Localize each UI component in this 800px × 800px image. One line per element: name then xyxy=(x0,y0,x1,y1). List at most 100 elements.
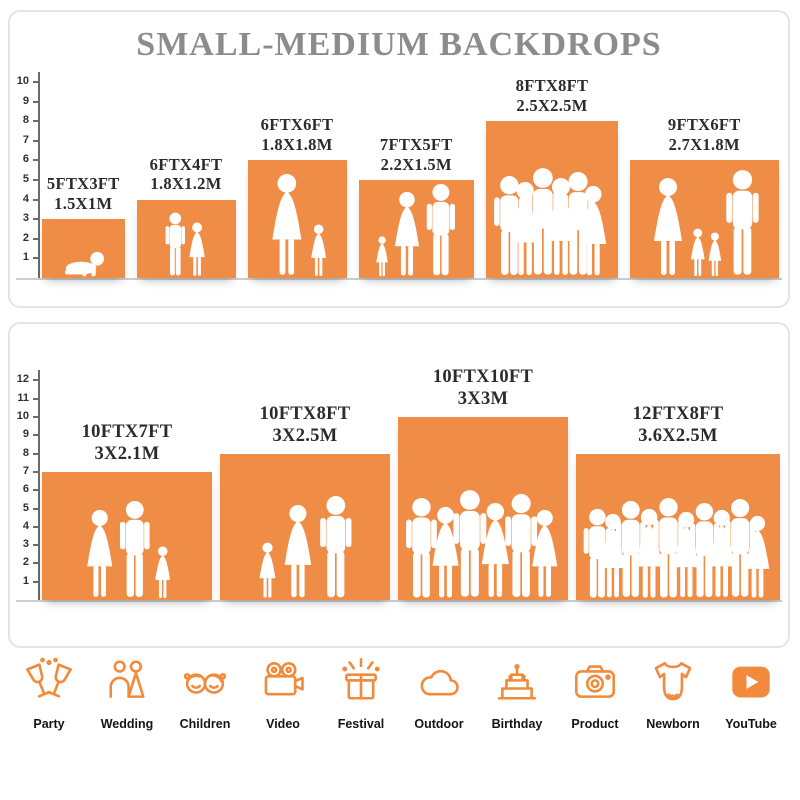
youtube-icon xyxy=(732,666,770,698)
ruler-tick-label: 5 xyxy=(22,173,29,185)
ruler-tick xyxy=(33,159,40,162)
ruler-tick-label: 9 xyxy=(22,428,29,441)
ruler-tick xyxy=(33,81,40,83)
category-label: Video xyxy=(266,717,300,731)
backdrops-stage-small: 5FTX3FT 1.5X1M 6FTX4FT 1.8X1.2M 6FTX6FT 1.8X1… xyxy=(42,76,779,278)
category-label: YouTube xyxy=(725,717,777,731)
man-silhouette xyxy=(427,183,456,276)
category-youtube: YouTube xyxy=(716,656,786,731)
backdrop-size-ft: 10FTX10FT xyxy=(432,367,534,388)
backdrop-rect xyxy=(486,121,618,278)
backdrop-size-m: 2.5X2.5M xyxy=(516,95,588,115)
woman-silhouette xyxy=(272,174,302,275)
woman-silhouette xyxy=(86,510,113,598)
woman-silhouette xyxy=(601,513,626,598)
ruler-tick-label: 9 xyxy=(22,94,29,107)
backdrop-size-ft: 7FTX5FT xyxy=(379,135,453,155)
backdrop-rect xyxy=(42,471,212,600)
backdrop-5ftx3ft: 5FTX3FT 1.5X1M xyxy=(42,174,125,278)
ruler-tick xyxy=(33,237,40,240)
man-silhouette xyxy=(652,497,684,597)
backdrop-9ftx6ft: 9FTX6FT 2.7X1.8M xyxy=(630,115,779,278)
woman-silhouette xyxy=(546,178,575,275)
girl-silhouette xyxy=(708,232,722,277)
woman-silhouette xyxy=(482,502,510,598)
category-label: Outdoor xyxy=(414,717,464,731)
backdrop-size-m: 1.8X1.2M xyxy=(150,174,222,194)
ruler-tick-label: 2 xyxy=(22,231,29,244)
ruler-tick xyxy=(33,580,40,583)
backdrop-size-ft: 12FTX8FT xyxy=(632,403,724,424)
backdrop-rect xyxy=(220,453,390,600)
ruler-tick-label: 5 xyxy=(22,501,29,514)
ruler-tick xyxy=(33,218,40,221)
backdrop-6ftx6ft: 6FTX6FT 1.8X1.8M xyxy=(247,115,347,278)
backdrop-size-m: 2.7X1.8M xyxy=(668,134,740,154)
girl-silhouette xyxy=(155,546,170,598)
backdrop-size-ft: 8FTX8FT xyxy=(515,76,589,96)
ruler-tick xyxy=(33,562,40,565)
category-label: Newborn xyxy=(646,717,700,731)
page-title: SMALL-MEDIUM BACKDROPS xyxy=(136,26,662,63)
backdrop-size-label: 6FTX6FT 1.8X1.8M xyxy=(261,115,334,154)
children-icon xyxy=(183,672,227,694)
backdrop-size-ft: 9FTX6FT xyxy=(667,115,741,135)
girl-silhouette xyxy=(189,222,205,276)
ruler-line xyxy=(38,72,40,278)
ruler-tick-label: 4 xyxy=(22,192,29,205)
backdrop-rect xyxy=(247,160,347,278)
ruler-tick-label: 7 xyxy=(22,464,29,477)
ruler-tick xyxy=(33,379,40,382)
category-outdoor: Outdoor xyxy=(404,656,474,731)
backdrop-size-ft: 6FTX6FT xyxy=(260,115,334,135)
backdrop-rect xyxy=(630,160,779,278)
woman-silhouette xyxy=(580,185,607,276)
ruler-line xyxy=(38,370,40,600)
newborn-icon xyxy=(654,662,692,701)
backdrop-size-label: 7FTX5FT 2.2X1.5M xyxy=(380,135,453,174)
category-label: Product xyxy=(571,717,619,731)
backdrop-size-label: 10FTX8FT 3X2.5M xyxy=(260,404,351,448)
man-silhouette xyxy=(406,497,437,597)
backdrop-size-ft: 10FTX7FT xyxy=(81,422,173,443)
man-silhouette xyxy=(319,495,352,597)
backdrop-size-m: 3X2.1M xyxy=(94,444,160,465)
backdrop-rect xyxy=(358,180,474,278)
backdrop-size-m: 1.8X1.8M xyxy=(261,134,333,154)
ruler-tick xyxy=(33,525,40,528)
category-party: Party xyxy=(14,656,84,731)
product-icon xyxy=(575,665,615,698)
ruler-tick-label: 10 xyxy=(16,75,29,87)
ruler-tick-label: 3 xyxy=(22,212,29,225)
man-silhouette xyxy=(453,490,487,597)
backdrop-size-ft: 6FTX4FT xyxy=(149,154,223,174)
ruler-tick xyxy=(33,434,40,437)
ruler-tick xyxy=(33,489,40,492)
ruler-tick xyxy=(33,179,40,181)
party-icon xyxy=(26,657,72,698)
ruler-tick-label: 1 xyxy=(22,574,29,587)
ruler-tick-label: 4 xyxy=(22,519,29,532)
ruler-tick xyxy=(33,452,40,455)
category-wedding: Wedding xyxy=(92,656,162,731)
backdrops-stage-large: 10FTX7FT 3X2.1M 10FTX8FT 3X2.5M 10FTX10FT 3X3… xyxy=(42,367,780,600)
backdrop-size-m: 3X2.5M xyxy=(272,425,338,446)
backdrop-rect xyxy=(398,417,568,600)
ruler-tick-label: 1 xyxy=(22,251,29,264)
backdrop-7ftx5ft: 7FTX5FT 2.2X1.5M xyxy=(358,135,474,278)
backdrop-size-m: 3.6X2.5M xyxy=(638,425,718,446)
backdrop-size-ft: 10FTX8FT xyxy=(259,403,351,424)
baseline-large xyxy=(16,600,782,602)
girl-silhouette xyxy=(259,542,276,598)
ruler-tick-label: 6 xyxy=(22,153,29,166)
ruler-tick xyxy=(33,397,40,400)
category-label: Wedding xyxy=(100,717,154,731)
boy-silhouette xyxy=(165,212,186,276)
woman-silhouette xyxy=(709,510,735,598)
ruler-tick xyxy=(33,507,40,510)
backdrop-size-ft: 5FTX3FT xyxy=(46,174,120,194)
backdrop-rect xyxy=(136,199,236,278)
category-label: Birthday xyxy=(491,717,543,731)
woman-silhouette xyxy=(531,510,557,598)
backdrop-size-label: 9FTX6FT 2.7X1.8M xyxy=(668,115,741,154)
